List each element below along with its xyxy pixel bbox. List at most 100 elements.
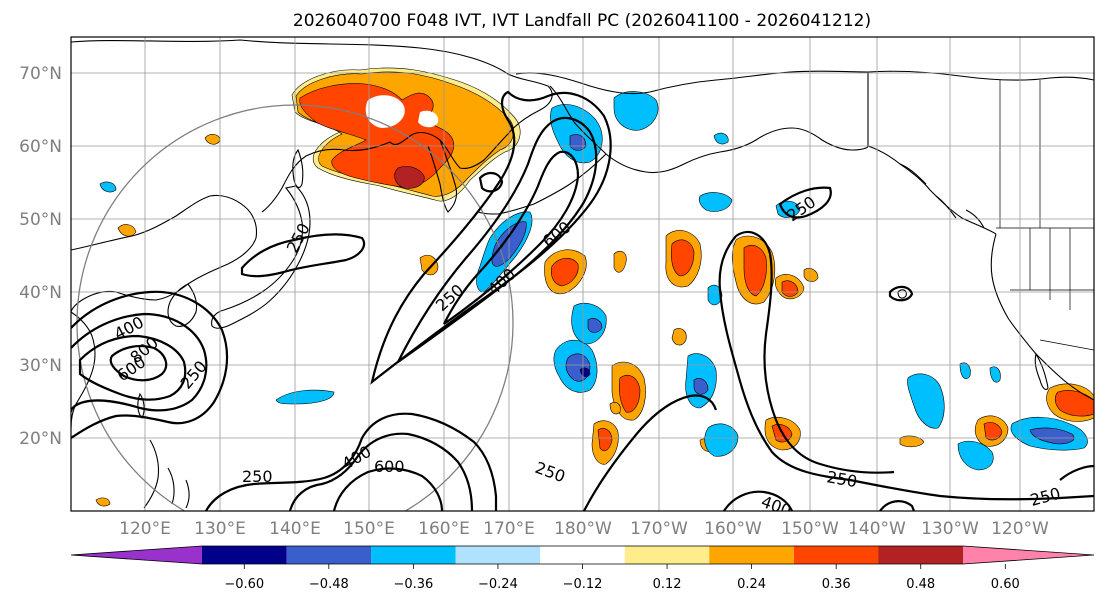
graticule <box>71 37 1094 511</box>
lat-label-20n: 20°N <box>19 429 62 449</box>
colorbar-tick-label: −0.24 <box>478 577 518 592</box>
colorbar-extend-min <box>71 546 202 564</box>
shade-neg-18 <box>713 132 729 145</box>
ivt-250-south <box>205 412 498 511</box>
colorbar: −0.60 −0.48 −0.36 −0.24 −0.12 0.12 0.24 0.36 0.4… <box>70 545 1095 592</box>
colorbar-segment-9 <box>878 546 963 564</box>
negative-anomaly-shading <box>99 91 1088 471</box>
colorbar-segment-1 <box>202 546 287 564</box>
colorbar-tick-label: 0.60 <box>991 577 1020 592</box>
coast-canada-islands <box>899 163 985 229</box>
shade-cp-10 <box>671 328 687 346</box>
coast-philippines <box>143 439 190 509</box>
lat-label-70n: 70°N <box>19 64 62 84</box>
shade-cp-4s <box>743 245 767 297</box>
coastlines <box>71 39 1094 509</box>
coast-na-west <box>990 233 1094 401</box>
shade-siberia-max <box>394 166 425 189</box>
colorbar-segment-8 <box>793 546 879 564</box>
lat-label-40n: 40°N <box>19 283 62 303</box>
ivt-400-wp <box>71 312 208 413</box>
shade-ep-3 <box>899 435 925 448</box>
colorbar-tick-label: 0.24 <box>737 577 766 592</box>
lon-label-120e: 120°E <box>119 519 171 539</box>
colorbar-tick-label: −0.36 <box>393 577 433 592</box>
latitude-labels: 70°N 60°N 50°N 40°N 30°N 20°N <box>19 64 62 449</box>
ivt-250-east-b <box>735 230 895 474</box>
lat-label-30n: 30°N <box>19 356 62 376</box>
shade-neg-9 <box>704 423 739 457</box>
colorbar-outline <box>70 545 1095 565</box>
colorbar-tick-label: −0.12 <box>563 577 603 592</box>
coast-sakhalin <box>292 148 304 189</box>
lon-label-180w: 180°W <box>554 519 612 539</box>
figure-title: 2026040700 F048 IVT, IVT Landfall PC (20… <box>293 11 871 31</box>
lon-label-120w: 120°W <box>991 519 1049 539</box>
ivt-400-mid <box>723 490 794 511</box>
lon-label-150w: 150°W <box>781 519 839 539</box>
shade-ep-4 <box>95 497 111 507</box>
shade-neg-10 <box>707 284 723 306</box>
colorbar-tick-label: −0.48 <box>309 577 349 592</box>
map-frame <box>70 36 1095 512</box>
shade-neg-6m <box>579 367 591 377</box>
borders <box>996 80 1094 351</box>
colorbar-segment-4 <box>455 546 541 564</box>
ivt-contours <box>71 90 1094 511</box>
contour-label-600-south: 600 <box>374 457 405 476</box>
shade-neg-7s <box>587 318 603 333</box>
border-canada-prov <box>999 80 1041 228</box>
ivt-small-3 <box>879 500 916 511</box>
colorbar-segment-2 <box>286 546 372 564</box>
shade-neg-2 <box>550 104 603 164</box>
shade-neg-16 <box>989 366 1001 383</box>
shade-neg-14s <box>1029 427 1075 445</box>
map-area: 250 400 600 250 400 600 800 250 250 400 … <box>71 37 1094 511</box>
colorbar-ticks: −0.60 −0.48 −0.36 −0.24 −0.12 0.12 0.24 0.36 0.4… <box>224 564 1020 592</box>
coast-china-east <box>71 311 96 429</box>
shade-neg-12 <box>907 373 945 429</box>
border-states-1 <box>1010 228 1094 310</box>
shade-cp-1s <box>551 257 579 287</box>
shade-neg-15 <box>959 362 971 379</box>
colorbar-tick-label: 0.12 <box>653 577 682 592</box>
colorbar-segment-6 <box>624 546 710 564</box>
lon-label-140w: 140°W <box>848 519 906 539</box>
colorbar-tick-label: 0.48 <box>906 577 935 592</box>
ivt-600-south <box>332 467 444 511</box>
coast-alaska-south <box>549 85 869 174</box>
lat-label-60n: 60°N <box>19 137 62 157</box>
lon-label-170e: 170°E <box>483 519 535 539</box>
colorbar-segment-7 <box>709 546 794 564</box>
coast-baja <box>1034 352 1049 391</box>
lon-label-140e: 140°E <box>269 519 321 539</box>
coast-kamchatka <box>427 139 458 213</box>
shade-siberia-hole-2 <box>418 110 439 128</box>
shade-neg-3 <box>613 91 659 131</box>
ivt-600-ar <box>443 150 580 325</box>
ivt-small-1 <box>478 172 504 193</box>
colorbar-segment-5 <box>540 546 625 564</box>
coast-arctic <box>867 70 1094 81</box>
ivt-250-sakhalin <box>240 233 366 278</box>
longitude-labels: 120°E 130°E 140°E 150°E 160°E 170°E 180°… <box>119 519 1049 539</box>
coast-japan <box>211 185 311 329</box>
colorbar-tick-label: 0.36 <box>822 577 851 592</box>
shade-cp-3s <box>670 239 695 277</box>
ivt-400-south <box>288 432 474 511</box>
positive-anomaly-shading <box>95 67 1094 507</box>
colorbar-segment-3 <box>371 546 456 564</box>
shade-spot-2 <box>117 224 137 237</box>
shade-neg-11 <box>275 389 335 405</box>
ivt-250-east <box>718 235 1094 501</box>
coast-aleutians <box>477 153 607 215</box>
ivt-600-wp <box>78 334 187 401</box>
lon-label-130w: 130°W <box>921 519 979 539</box>
coast-hawaii <box>897 289 907 299</box>
shade-cp-2 <box>613 250 627 273</box>
border-us-mexico <box>1039 339 1094 351</box>
ivt-800-wp <box>109 345 168 382</box>
shade-ep-1s <box>983 422 1003 441</box>
colorbar-extend-max <box>963 546 1094 564</box>
